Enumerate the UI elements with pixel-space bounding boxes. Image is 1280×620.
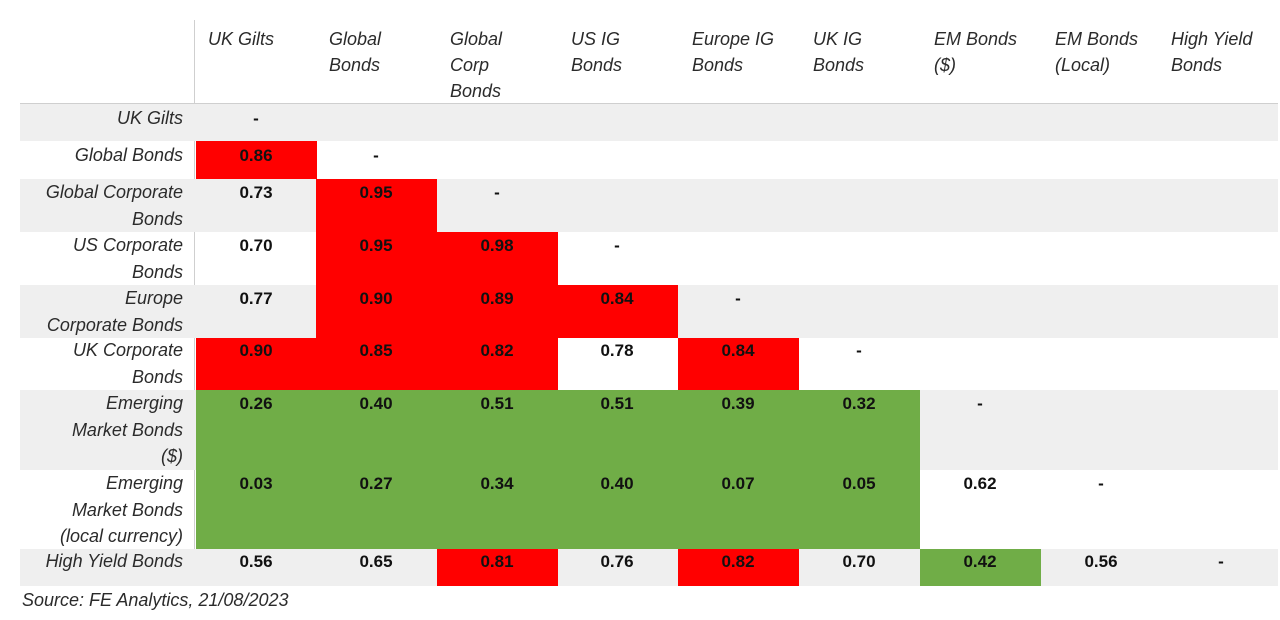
row-band <box>20 104 1278 141</box>
cell-value: 0.98 <box>480 236 514 255</box>
cell-value: - <box>614 236 620 255</box>
cell-value: 0.76 <box>600 552 634 571</box>
cell-fill-red <box>678 338 799 390</box>
cell-value: 0.84 <box>721 341 755 360</box>
row-header-global-bonds: Global Bonds <box>74 145 183 165</box>
cell-value: 0.26 <box>239 394 273 413</box>
cell-value: 0.82 <box>480 341 514 360</box>
row-header-emerging-market-bonds: Emerging Market Bonds ($) <box>71 393 183 466</box>
cell-fill-green <box>557 470 678 549</box>
cell-fill-red <box>437 285 558 338</box>
column-header-global-corp-bonds: Global Corp Bonds <box>450 29 503 101</box>
cell-value: 0.07 <box>721 474 755 493</box>
cell-value: 0.56 <box>239 552 273 571</box>
column-header-em-bonds: EM Bonds ($) <box>934 29 1018 75</box>
cell-value: 0.65 <box>359 552 393 571</box>
cell-fill-green <box>437 390 558 470</box>
header-divider-horizontal <box>20 103 1278 104</box>
cell-value: - <box>735 289 741 308</box>
cell-value: 0.95 <box>359 183 393 202</box>
cell-fill-green <box>196 470 317 549</box>
cell-value: 0.70 <box>239 236 273 255</box>
cell-value: 0.77 <box>239 289 273 308</box>
row-header-emerging-market-bonds-local-currency: Emerging Market Bonds (local currency) <box>59 473 183 546</box>
row-header-global-corporate-bonds: Global Corporate Bonds <box>45 182 183 229</box>
cell-fill-red <box>437 549 558 586</box>
cell-fill-red <box>437 338 558 390</box>
cell-fill-green <box>799 390 920 470</box>
cell-fill-red <box>316 179 437 232</box>
cell-fill-green <box>316 390 437 470</box>
cell-value: 0.73 <box>239 183 273 202</box>
cell-value: 0.40 <box>600 474 634 493</box>
cell-fill-green <box>920 549 1041 586</box>
cell-value: 0.62 <box>963 474 997 493</box>
column-header-us-ig-bonds: US IG Bonds <box>571 29 623 75</box>
cell-value: 0.70 <box>842 552 876 571</box>
correlation-matrix: UK Gilts Global Bonds Global Corp Bonds US … <box>20 20 1278 586</box>
row-header-uk-corporate-bonds: UK Corporate Bonds <box>72 340 183 387</box>
cell-value: 0.42 <box>963 552 997 571</box>
cell-value: 0.32 <box>842 394 876 413</box>
cell-value: 0.27 <box>359 474 393 493</box>
cell-fill-green <box>316 470 437 549</box>
row-header-us-corporate-bonds: US Corporate Bonds <box>72 235 183 282</box>
cell-fill-green <box>437 470 558 549</box>
cell-value: 0.40 <box>359 394 393 413</box>
cell-value: 0.89 <box>480 289 514 308</box>
cell-value: 0.86 <box>239 146 273 165</box>
cell-fill-red <box>316 338 437 390</box>
cell-value: - <box>373 146 379 165</box>
source-note: Source: FE Analytics, 21/08/2023 <box>22 590 289 610</box>
cell-value: - <box>253 109 259 128</box>
row-header-uk-gilts: UK Gilts <box>116 108 183 128</box>
cell-value: 0.51 <box>600 394 634 413</box>
cell-fill-red <box>437 232 558 285</box>
cell-value: 0.95 <box>359 236 393 255</box>
cell-fill-red <box>196 141 317 179</box>
column-header-high-yield-bonds: High Yield Bonds <box>1171 29 1253 75</box>
cell-value: 0.34 <box>480 474 514 493</box>
cell-value: 0.03 <box>239 474 273 493</box>
cell-value: 0.84 <box>600 289 634 308</box>
cell-value: - <box>1098 474 1104 493</box>
cell-value: - <box>977 394 983 413</box>
cell-value: 0.56 <box>1084 552 1118 571</box>
cell-fill-green <box>557 390 678 470</box>
row-header-europe-corporate-bonds: Europe Corporate Bonds <box>46 288 183 335</box>
row-band <box>20 179 1278 232</box>
cell-fill-green <box>678 470 799 549</box>
column-header-uk-gilts: UK Gilts <box>208 29 275 49</box>
column-header-global-bonds: Global Bonds <box>329 29 382 75</box>
cell-fill-green <box>196 390 317 470</box>
cell-value: 0.82 <box>721 552 755 571</box>
cell-value: 0.05 <box>842 474 876 493</box>
column-header-uk-ig-bonds: UK IG Bonds <box>813 29 865 75</box>
column-header-europe-ig-bonds: Europe IG Bonds <box>692 29 775 75</box>
cell-value: - <box>1218 552 1224 571</box>
cell-value: 0.81 <box>480 552 514 571</box>
cell-value: 0.39 <box>721 394 755 413</box>
cell-value: - <box>494 183 500 202</box>
cell-value: 0.78 <box>600 341 634 360</box>
cell-value: 0.51 <box>480 394 514 413</box>
cell-value: 0.90 <box>239 341 273 360</box>
cell-value: 0.90 <box>359 289 393 308</box>
cell-fill-red <box>678 549 799 586</box>
cell-fill-red <box>316 285 437 338</box>
cell-value: 0.85 <box>359 341 393 360</box>
column-header-em-bonds-local: EM Bonds (Local) <box>1055 29 1139 75</box>
row-header-high-yield-bonds: High Yield Bonds <box>45 551 183 571</box>
cell-value: - <box>856 341 862 360</box>
cell-fill-red <box>196 338 317 390</box>
row-band <box>20 549 1278 586</box>
cell-fill-red <box>557 285 678 338</box>
cell-fill-red <box>316 232 437 285</box>
cell-fill-green <box>678 390 799 470</box>
cell-fill-green <box>799 470 920 549</box>
